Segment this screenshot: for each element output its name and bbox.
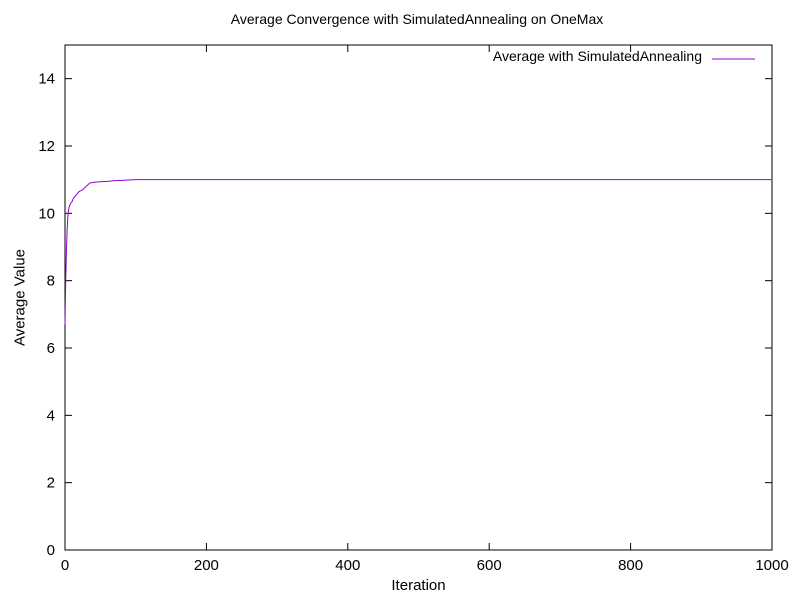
axis-tick-labels: 0 200 400 600 800 1000 0 2 4 6 8 10 12 14 [38,71,788,574]
plot-frame [64,44,773,551]
x-tick-label: 600 [477,557,502,574]
x-tick-label: 200 [194,557,219,574]
x-tick-label: 400 [335,557,360,574]
x-tick-label: 1000 [755,557,788,574]
y-tick-label: 2 [47,475,55,492]
y-tick-label: 4 [47,407,55,424]
y-tick-label: 6 [47,340,55,357]
y-axis-label: Average Value [11,248,29,347]
y-tick-label: 12 [38,138,55,155]
series-line [64,179,772,325]
y-tick-label: 10 [38,205,55,222]
x-axis-label: Iteration [391,577,446,594]
legend-label: Average with SimulatedAnnealing [492,48,702,64]
x-tick-label: 800 [618,557,643,574]
y-tick-label: 14 [38,71,55,88]
y-tick-label: 0 [47,542,55,559]
axis-ticks [64,45,773,551]
y-tick-label: 8 [47,273,55,290]
x-tick-label: 0 [61,557,69,574]
chart-title: Average Convergence with SimulatedAnneal… [230,11,604,27]
